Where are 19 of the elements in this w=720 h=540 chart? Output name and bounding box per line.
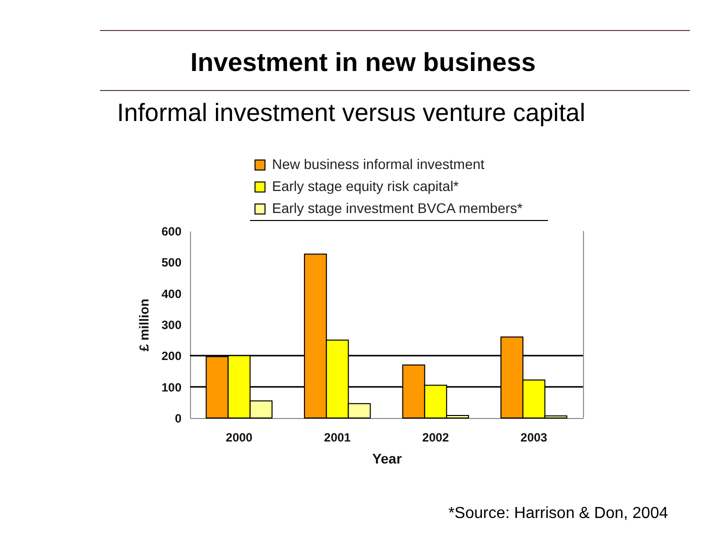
y-tick-label: 600 [161, 224, 182, 238]
y-tick-label: 100 [161, 380, 182, 394]
x-tick-label: 2002 [422, 430, 450, 444]
y-tick-label: 200 [161, 349, 182, 364]
y-tick-label: 0 [174, 412, 182, 426]
text: *Source: Harrison & Don, 2004 [448, 504, 668, 524]
x-tick-label: 2001 [324, 430, 352, 444]
y-tick-label: 300 [161, 318, 182, 332]
x-tick-label: 2003 [520, 430, 548, 444]
x-tick-label: 2000 [226, 430, 253, 444]
y-tick-label: 400 [161, 286, 182, 301]
y-axis-title: £ million [136, 298, 152, 352]
legend-label: Early stage investment BVCA members* [272, 200, 524, 216]
x-axis-title: Year [372, 450, 402, 466]
legend-label: New business informal investment [272, 156, 485, 172]
chart-subtitle: Informal investment versus venture capital [117, 98, 586, 128]
y-tick-label: 500 [161, 256, 182, 270]
legend-label: Early stage equity risk capital* [272, 178, 460, 194]
chart-title: Investment in new business [189, 47, 537, 77]
